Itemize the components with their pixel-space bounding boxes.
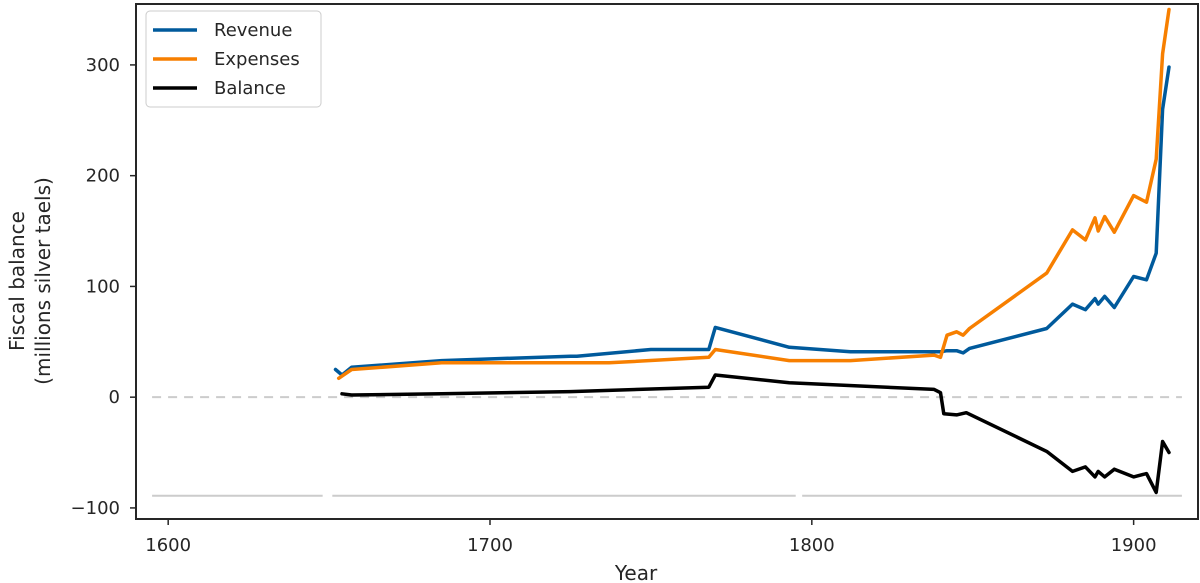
x-tick-label: 1600 <box>145 535 191 556</box>
x-axis-title: Year <box>614 561 658 583</box>
y-tick-label: 0 <box>109 387 120 408</box>
y-tick-label: −100 <box>71 498 120 519</box>
legend-box <box>145 10 322 108</box>
x-tick-label: 1700 <box>467 535 513 556</box>
series-line-expenses <box>336 7 1171 381</box>
x-tick-label: 1800 <box>789 535 835 556</box>
y-axis-title-line-1: Fiscal balance <box>5 211 29 351</box>
axis-ticks: 1600 1700 1800 1900 −100 0 100 200 300 <box>71 55 1157 556</box>
legend: Revenue Expenses Balance <box>145 10 322 108</box>
y-tick-label: 300 <box>86 55 120 76</box>
legend-label-revenue: Revenue <box>214 20 292 41</box>
series-line-balance <box>340 373 1171 495</box>
x-tick-label: 1900 <box>1111 535 1157 556</box>
y-axis-title-line-2: (millions silver taels) <box>31 177 55 385</box>
legend-label-balance: Balance <box>214 78 286 99</box>
y-tick-label: 200 <box>86 166 120 187</box>
y-tick-label: 100 <box>86 276 120 297</box>
reference-lines <box>152 396 1182 497</box>
series-lines <box>333 7 1171 495</box>
legend-label-expenses: Expenses <box>214 49 300 70</box>
plot-frame <box>135 3 1199 520</box>
series-line-revenue <box>333 65 1171 377</box>
